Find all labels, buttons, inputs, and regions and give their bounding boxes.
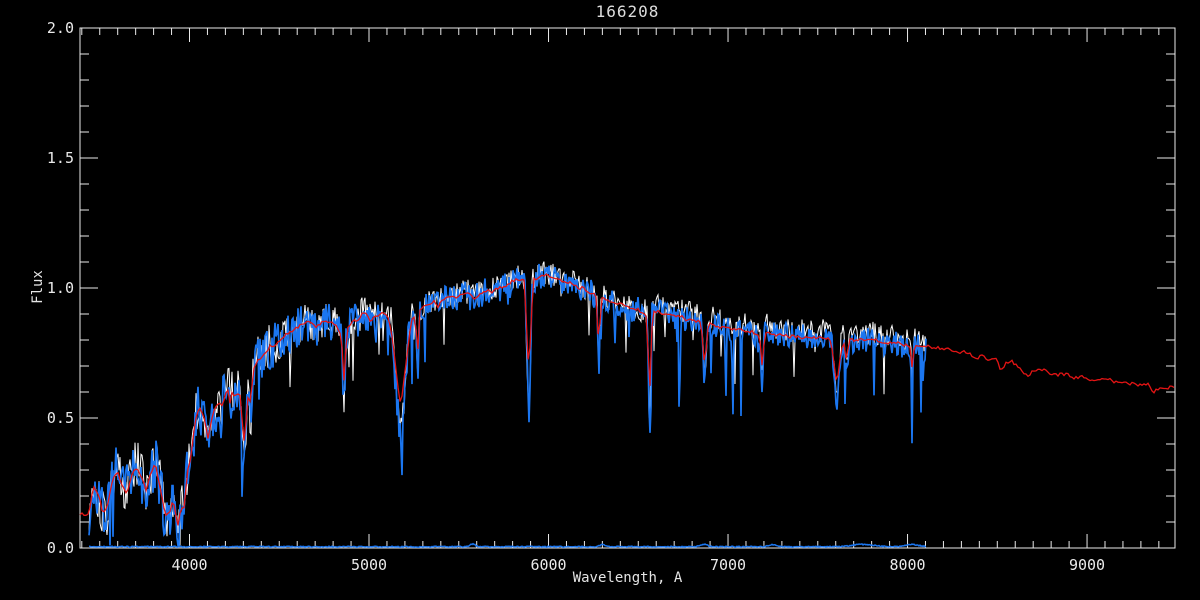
y-tick-label: 1.0 <box>47 279 74 297</box>
calibrated-spectrum-line <box>88 263 927 547</box>
x-tick-label: 9000 <box>1069 556 1105 574</box>
model-fit-line <box>79 273 1175 526</box>
y-tick-label: 0.0 <box>47 539 74 557</box>
x-tick-label: 5000 <box>351 556 387 574</box>
x-tick-label: 8000 <box>889 556 925 574</box>
x-tick-label: 7000 <box>710 556 746 574</box>
plot-frame <box>79 27 1176 549</box>
observed-spectrum-line <box>88 261 927 546</box>
y-tick-label: 0.5 <box>47 409 74 427</box>
y-tick-label: 1.5 <box>47 149 74 167</box>
x-tick-label: 4000 <box>171 556 207 574</box>
y-axis-label: Flux <box>30 270 46 304</box>
x-axis-label: Wavelength, A <box>572 570 683 586</box>
y-tick-label: 2.0 <box>47 19 74 37</box>
x-tick-label: 6000 <box>530 556 566 574</box>
sky-spectrum-line <box>88 542 927 549</box>
plot-title: 166208 <box>595 2 660 21</box>
